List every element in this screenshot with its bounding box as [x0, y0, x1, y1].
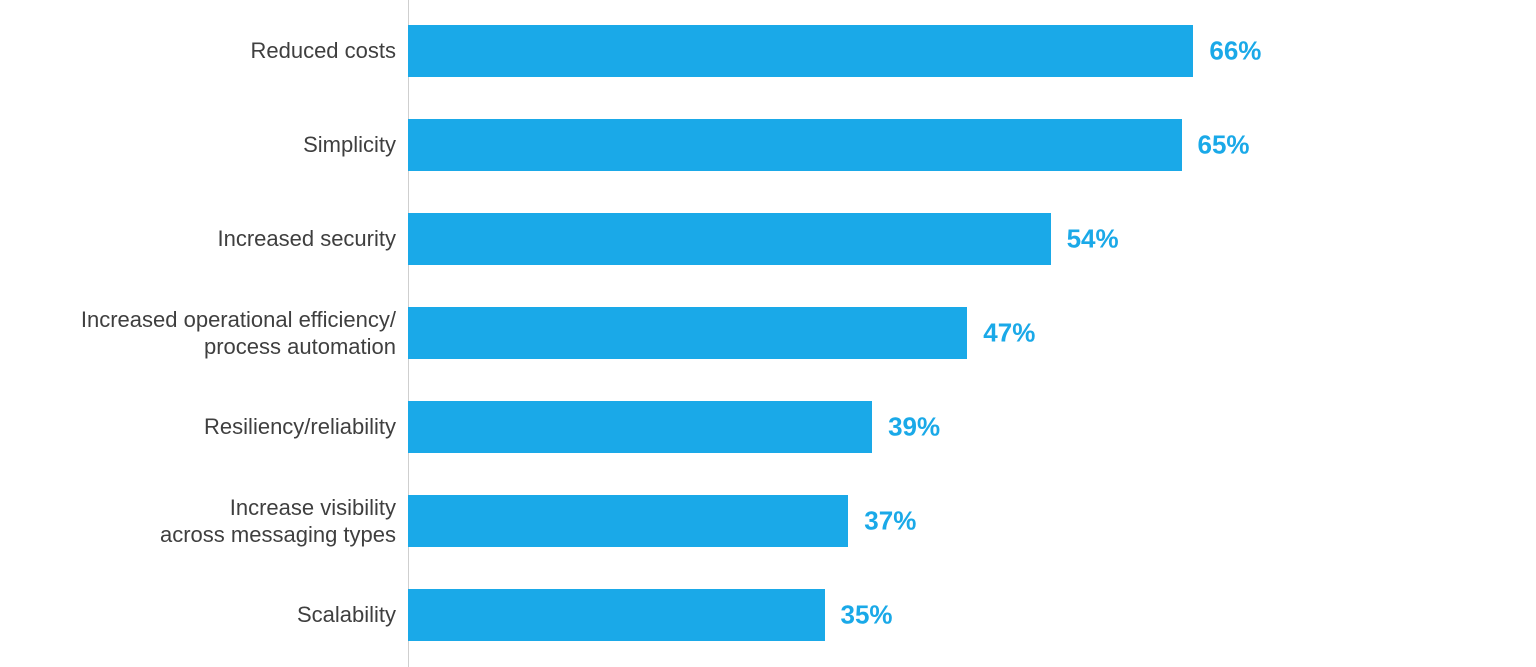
- chart-row: Increase visibilityacross messaging type…: [0, 480, 1536, 562]
- value-label: 47%: [983, 318, 1035, 349]
- bar-area: 37%: [408, 480, 1536, 562]
- chart-row: Reduced costs 66%: [0, 10, 1536, 92]
- category-label: Simplicity: [0, 131, 408, 159]
- chart-row: Resiliency/reliability 39%: [0, 386, 1536, 468]
- chart-row: Increased operational efficiency/process…: [0, 292, 1536, 374]
- bar: [408, 25, 1193, 77]
- horizontal-bar-chart: Reduced costs 66% Simplicity 65% Increased s…: [0, 0, 1536, 667]
- value-label: 66%: [1209, 36, 1261, 67]
- category-label: Increased operational efficiency/process…: [0, 306, 408, 361]
- bar: [408, 307, 967, 359]
- bar: [408, 401, 872, 453]
- bar-area: 35%: [408, 574, 1536, 656]
- bar: [408, 495, 848, 547]
- bar: [408, 213, 1051, 265]
- bar-area: 66%: [408, 10, 1536, 92]
- value-label: 37%: [864, 506, 916, 537]
- value-label: 54%: [1067, 224, 1119, 255]
- chart-row: Scalability 35%: [0, 574, 1536, 656]
- chart-row: Increased security 54%: [0, 198, 1536, 280]
- bar: [408, 589, 825, 641]
- value-label: 35%: [841, 600, 893, 631]
- category-label: Increase visibilityacross messaging type…: [0, 494, 408, 549]
- category-label: Scalability: [0, 601, 408, 629]
- bar-area: 65%: [408, 104, 1536, 186]
- value-label: 39%: [888, 412, 940, 443]
- bar-area: 47%: [408, 292, 1536, 374]
- category-label: Resiliency/reliability: [0, 413, 408, 441]
- bar-area: 39%: [408, 386, 1536, 468]
- bar-area: 54%: [408, 198, 1536, 280]
- chart-row: Simplicity 65%: [0, 104, 1536, 186]
- value-label: 65%: [1198, 130, 1250, 161]
- category-label: Reduced costs: [0, 37, 408, 65]
- bar: [408, 119, 1182, 171]
- category-label: Increased security: [0, 225, 408, 253]
